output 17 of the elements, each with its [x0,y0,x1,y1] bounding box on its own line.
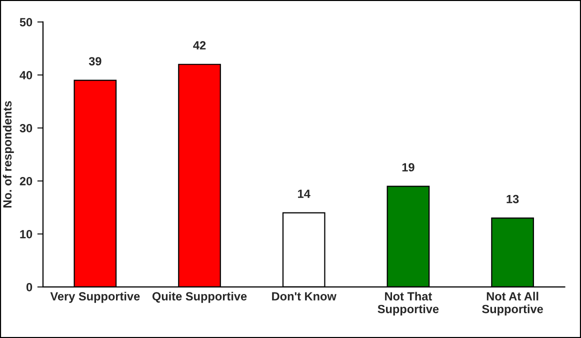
data-label: 14 [298,190,310,198]
y-tick-label: 40 [20,71,32,80]
x-tick-label: Quite Supportive [152,292,247,303]
x-tick-label: Not At All Supportive [482,292,543,316]
y-tick-label: 30 [20,124,32,132]
data-label: 13 [506,194,519,204]
y-tick-label: 20 [20,177,32,186]
x-tick-label: Don't Know [272,292,336,300]
y-tick-label: 0 [26,282,32,292]
data-label: 19 [402,163,414,172]
data-label: 42 [193,41,206,50]
y-axis-title: No. of respondents [2,101,14,208]
data-label: 39 [88,57,102,66]
y-tick-label: 50 [20,18,32,26]
x-tick-label: Not That Supportive [378,292,439,316]
y-tick-label: 10 [20,230,32,238]
x-tick-label: Very Supportive [50,292,140,303]
